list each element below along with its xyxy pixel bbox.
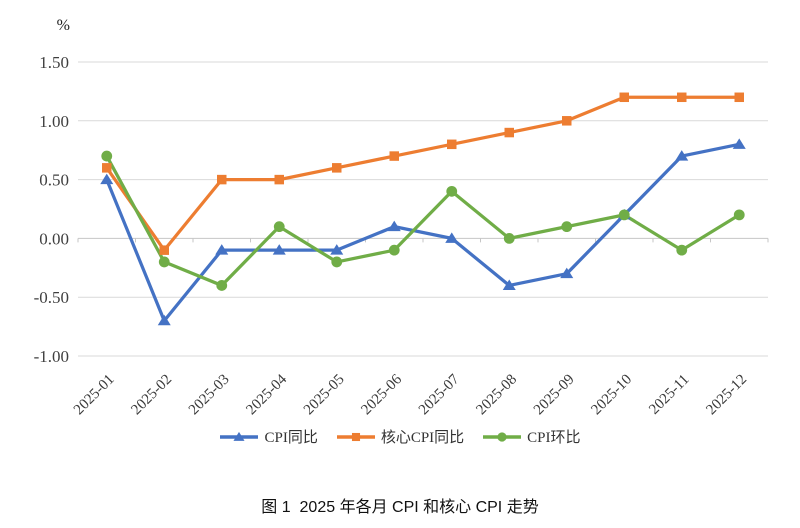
- data-point-marker: [101, 150, 113, 162]
- data-point-marker: [675, 150, 689, 161]
- legend-label: CPI环比: [527, 430, 581, 446]
- chart-legend: CPI同比 核心CPI同比 CPI环比: [0, 426, 800, 447]
- data-point-marker: [158, 256, 170, 268]
- data-point-marker: [618, 209, 630, 221]
- x-axis-tick-label: 2025-06: [358, 371, 405, 418]
- data-point-marker: [332, 163, 342, 173]
- x-axis-tick-label: 2025-02: [128, 372, 175, 419]
- data-point-marker: [330, 244, 344, 255]
- data-point-marker: [502, 279, 516, 290]
- legend-marker-circle: [483, 431, 522, 442]
- legend-marker-square: [336, 432, 375, 441]
- data-point-marker: [446, 185, 458, 197]
- data-point-marker: [732, 138, 746, 149]
- series-line-circle: [105, 154, 741, 288]
- x-axis-tick-label: 2025-12: [703, 372, 750, 419]
- x-axis-tick-label: 2025-07: [416, 371, 463, 418]
- data-point-marker: [102, 163, 112, 173]
- data-point-marker: [387, 220, 401, 232]
- data-point-marker: [619, 92, 629, 103]
- legend-label: 核心CPI同比: [380, 430, 465, 446]
- legend-item: CPI同比: [219, 426, 318, 447]
- data-point-marker: [274, 174, 284, 185]
- data-point-marker: [677, 92, 687, 103]
- data-point-marker: [388, 244, 400, 256]
- x-axis-tick-label: 2025-09: [531, 372, 578, 419]
- data-point-marker: [733, 209, 745, 221]
- x-axis-tick-label: 2025-10: [588, 372, 635, 419]
- data-point-marker: [272, 244, 286, 255]
- data-point-marker: [389, 151, 399, 161]
- series-line-square: [105, 95, 741, 252]
- data-point-marker: [562, 116, 572, 126]
- data-point-marker: [676, 244, 688, 256]
- data-point-marker: [447, 139, 457, 150]
- x-axis-tick-label: 2025-03: [186, 372, 233, 419]
- y-axis-tick-label: 0.50: [39, 171, 69, 190]
- data-point-marker: [497, 431, 507, 442]
- figure-caption: 图 1 2025 年各月 CPI 和核心 CPI 走势: [261, 499, 539, 516]
- x-axis-tick-label: 2025-08: [473, 372, 520, 419]
- data-point-marker: [560, 267, 574, 279]
- data-point-marker: [351, 432, 360, 441]
- data-point-marker: [331, 256, 343, 268]
- data-point-marker: [734, 92, 744, 103]
- data-point-marker: [159, 245, 169, 255]
- data-point-marker: [157, 314, 171, 326]
- y-axis-tick-label: -1.00: [34, 347, 69, 366]
- x-axis-tick-label: 2025-01: [71, 372, 118, 419]
- y-axis-tick-label: 0.00: [39, 229, 69, 248]
- data-point-marker: [503, 233, 515, 244]
- legend-label: CPI同比: [264, 430, 318, 446]
- data-point-marker: [273, 221, 285, 233]
- y-axis-tick-label: 1.50: [39, 53, 69, 72]
- data-point-marker: [216, 280, 228, 291]
- y-axis-tick-label: -0.50: [34, 288, 69, 307]
- data-point-marker: [100, 173, 114, 185]
- y-axis-tick-label: 1.00: [39, 112, 69, 131]
- data-point-marker: [445, 232, 459, 243]
- y-axis-unit-label: %: [57, 17, 70, 34]
- data-point-marker: [217, 174, 227, 185]
- series-line-triangle: [105, 142, 741, 323]
- cpi-line-chart: 1.501.000.500.00-0.50-1.00%2025-01 2025-0…: [34, 17, 769, 419]
- data-point-marker: [215, 244, 229, 255]
- x-axis-tick-label: 2025-04: [243, 371, 290, 418]
- x-axis-tick-label: 2025-11: [646, 372, 692, 418]
- data-point-marker: [504, 127, 514, 138]
- x-axis-tick-label: 2025-05: [301, 372, 348, 419]
- data-point-marker: [233, 431, 246, 441]
- legend-marker-triangle: [220, 431, 259, 441]
- data-point-marker: [561, 221, 573, 233]
- legend-item: CPI环比: [482, 426, 581, 447]
- legend-item: 核心CPI同比: [336, 426, 464, 447]
